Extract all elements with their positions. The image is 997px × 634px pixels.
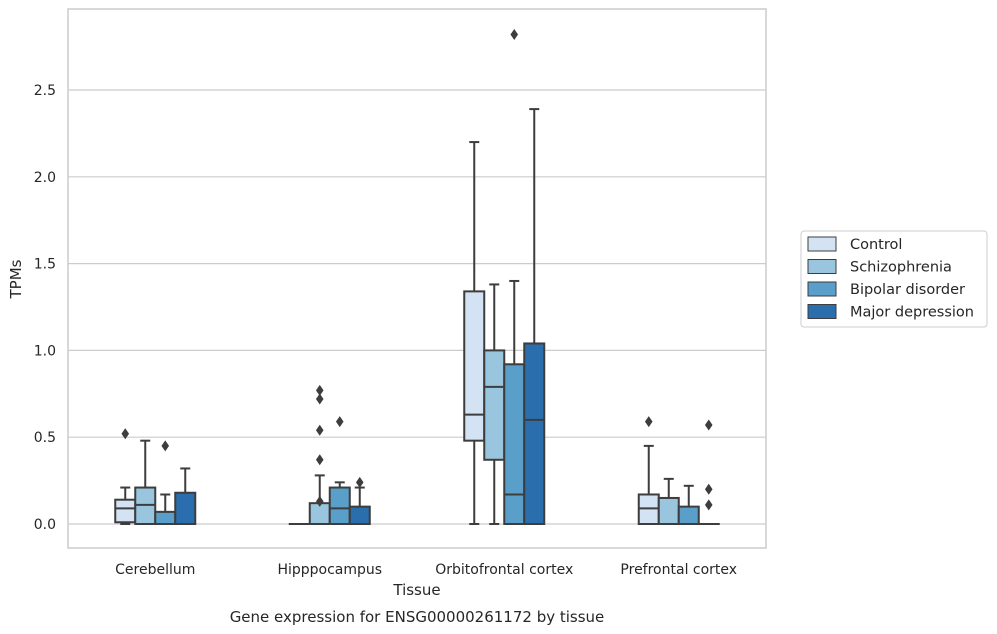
y-tick-label: 0.5	[34, 430, 56, 446]
y-axis-label: TPMs	[7, 259, 25, 299]
box-3-2	[677, 484, 700, 526]
outlier-point	[315, 495, 324, 507]
x-tick-label: Orbitofrontal cortex	[435, 562, 573, 578]
outlier-point	[704, 483, 713, 495]
iqr-box	[677, 505, 700, 526]
legend-label: Major depression	[850, 305, 974, 321]
iqr-box	[483, 349, 506, 461]
outlier-point	[355, 476, 364, 488]
x-tick-label: Prefrontal cortex	[620, 562, 737, 578]
iqr-box	[503, 363, 526, 525]
y-tick-label: 2.0	[34, 170, 56, 186]
box-3-1	[657, 477, 680, 525]
legend-label: Bipolar disorder	[850, 282, 965, 298]
chart-title: Gene expression for ENSG00000261172 by t…	[230, 608, 605, 626]
box-0-0	[114, 428, 137, 525]
box-plot-area	[114, 28, 720, 526]
iqr-box	[114, 498, 137, 524]
iqr-box	[348, 505, 371, 526]
legend-swatch	[807, 259, 837, 274]
box-2-3	[523, 108, 546, 525]
box-3-0	[637, 416, 660, 526]
box-2-2	[503, 28, 526, 525]
outlier-point	[315, 454, 324, 466]
legend-label: Schizophrenia	[850, 260, 952, 276]
iqr-box	[523, 342, 546, 525]
outlier-point	[315, 384, 324, 396]
iqr-box	[463, 290, 486, 442]
legend-swatch	[807, 281, 837, 297]
y-tick-label: 1.5	[34, 257, 56, 273]
outlier-point	[644, 416, 653, 428]
outlier-point	[335, 416, 344, 428]
outlier-point	[315, 393, 324, 405]
x-axis-label: Tissue	[392, 581, 440, 599]
iqr-box	[174, 491, 197, 526]
x-tick-label: Hipppocampus	[277, 562, 382, 578]
outlier-point	[704, 499, 713, 511]
box-0-1	[134, 439, 157, 526]
iqr-box	[328, 486, 351, 526]
legend-frame	[800, 230, 988, 328]
box-1-2	[328, 416, 351, 526]
box-3-3	[697, 419, 720, 526]
y-tick-label: 1.0	[34, 343, 56, 359]
plot-frame	[67, 8, 767, 549]
x-axis-ticks: Cerebellum Hipppocampus Orbitofrontal cort…	[115, 562, 737, 578]
x-tick-label: Cerebellum	[115, 562, 195, 578]
outlier-point	[704, 419, 713, 431]
box-0-2	[154, 440, 177, 525]
legend-label: Control	[850, 237, 902, 253]
outlier-point	[121, 428, 130, 440]
box-2-0	[463, 141, 486, 525]
box-1-1	[308, 384, 331, 525]
outlier-point	[315, 424, 324, 436]
y-gridlines	[68, 89, 766, 525]
legend-swatch	[807, 236, 837, 252]
iqr-box	[154, 510, 177, 525]
outlier-point	[161, 440, 170, 452]
box-2-1	[483, 283, 506, 525]
legend-swatch	[807, 304, 837, 319]
box-0-3	[174, 467, 197, 526]
outlier-point	[510, 28, 519, 40]
iqr-box	[657, 496, 680, 525]
legend: Control Schizophrenia Bipolar disorder Majo…	[800, 230, 988, 328]
y-tick-label: 2.5	[34, 83, 56, 99]
box-1-3	[348, 476, 371, 526]
y-tick-label: 0.0	[34, 517, 56, 533]
y-axis-ticks: 0.0 0.5 1.0 1.5 2.0 2.5	[34, 83, 56, 533]
